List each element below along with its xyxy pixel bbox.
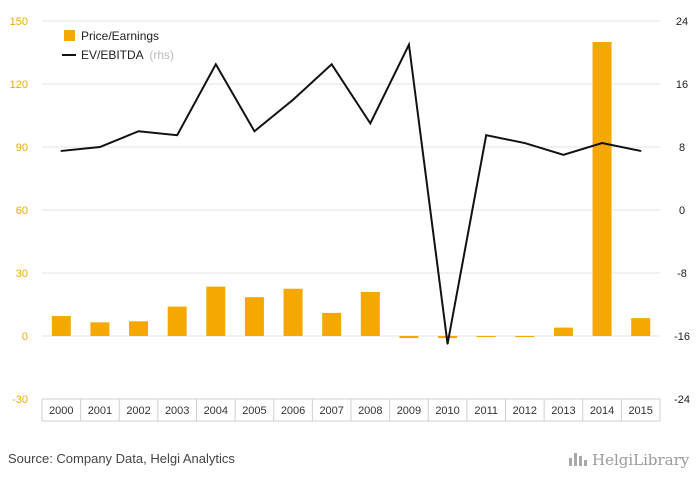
- x-tick-label: 2006: [281, 405, 305, 417]
- legend-label-ev-ebitda: EV/EBITDA: [81, 48, 144, 62]
- line-point-2014: [601, 142, 603, 144]
- svg-text:EV/EBITDA (rhs): EV/EBITDA (rhs): [81, 48, 174, 62]
- y-right-tick-label: 24: [676, 16, 688, 28]
- bar-2005: [244, 297, 264, 336]
- bar-2007: [322, 312, 342, 336]
- x-tick-label: 2010: [435, 405, 459, 417]
- bar-2001: [90, 322, 110, 336]
- line-point-2006: [292, 98, 294, 101]
- line-point-2002: [137, 130, 140, 133]
- legend-swatch-price-earnings: [64, 30, 75, 41]
- line-point-2013: [562, 154, 565, 156]
- x-tick-label: 2007: [319, 405, 343, 417]
- bar-2012: [515, 336, 535, 338]
- line-point-2009: [408, 43, 410, 46]
- y-left-tick-label: -30: [12, 394, 28, 406]
- y-left-tick-label: 60: [16, 205, 28, 217]
- bar-2009: [399, 336, 419, 339]
- y-right-tick-label: -8: [677, 268, 687, 280]
- legend: Price/Earnings EV/EBITDA (rhs): [62, 29, 174, 62]
- x-tick-label: 2009: [397, 405, 421, 417]
- bar-2013: [553, 327, 573, 336]
- y-right-tick-label: 16: [676, 79, 688, 91]
- x-tick-label: 2014: [590, 405, 614, 417]
- x-tick-label: 2004: [204, 405, 228, 417]
- bar-2000: [51, 316, 71, 336]
- legend-label-price-earnings: Price/Earnings: [81, 29, 159, 43]
- line-series: [60, 41, 642, 345]
- line-point-2000: [60, 150, 63, 152]
- line-point-2001: [99, 146, 101, 148]
- line-point-2015: [639, 150, 642, 152]
- bar-2014: [592, 42, 612, 336]
- bar-2011: [476, 336, 496, 338]
- y-left-tick-label: 0: [22, 331, 28, 343]
- x-tick-label: 2002: [126, 405, 150, 417]
- line-point-2007: [330, 63, 333, 66]
- grid: [42, 20, 660, 400]
- y-left-tick-label: 150: [10, 16, 28, 28]
- y-right-tick-label: 0: [679, 205, 685, 217]
- line-point-2004: [215, 63, 217, 66]
- y-left-tick-label: 90: [16, 142, 28, 154]
- y-right-tick-label: -24: [674, 394, 690, 406]
- bar-2008: [360, 291, 380, 336]
- helgi-library-logo: HelgiLibrary: [569, 451, 690, 469]
- x-tick-label: 2003: [165, 405, 189, 417]
- line-point-2008: [369, 122, 372, 125]
- x-tick-label: 2005: [242, 405, 266, 417]
- line-point-2012: [524, 142, 526, 144]
- line-point-2003: [176, 134, 178, 136]
- line-point-2005: [253, 130, 256, 133]
- bar-2004: [206, 286, 226, 336]
- bar-2003: [167, 306, 187, 336]
- y-left-tick-label: 120: [10, 79, 28, 91]
- bars: [51, 42, 651, 339]
- x-tick-label: 2008: [358, 405, 382, 417]
- bar-2006: [283, 288, 303, 336]
- y-right-tick-label: 8: [679, 142, 685, 154]
- x-tick-label: 2011: [474, 405, 498, 417]
- bar-2015: [631, 318, 651, 336]
- x-tick-label: 2013: [551, 405, 575, 417]
- y-left-tick-label: 30: [16, 268, 28, 280]
- source-note: Source: Company Data, Helgi Analytics: [8, 451, 235, 466]
- bar-2002: [129, 321, 149, 336]
- legend-rhs-note: (rhs): [149, 48, 174, 62]
- ev-ebitda-line: [61, 41, 641, 345]
- logo-text: HelgiLibrary: [592, 451, 690, 469]
- line-point-2011: [485, 134, 487, 136]
- x-tick-label: 2001: [88, 405, 112, 417]
- x-tick-label: 2012: [513, 405, 537, 417]
- axes: -30 0 30 60 90 120 150 -24 -16 -8 0 8 16 24 2000 2001 20…: [10, 16, 690, 422]
- line-point-2010: [446, 343, 449, 345]
- y-right-tick-label: -16: [674, 331, 690, 343]
- x-tick-label: 2015: [628, 405, 652, 417]
- x-tick-label: 2000: [49, 405, 73, 417]
